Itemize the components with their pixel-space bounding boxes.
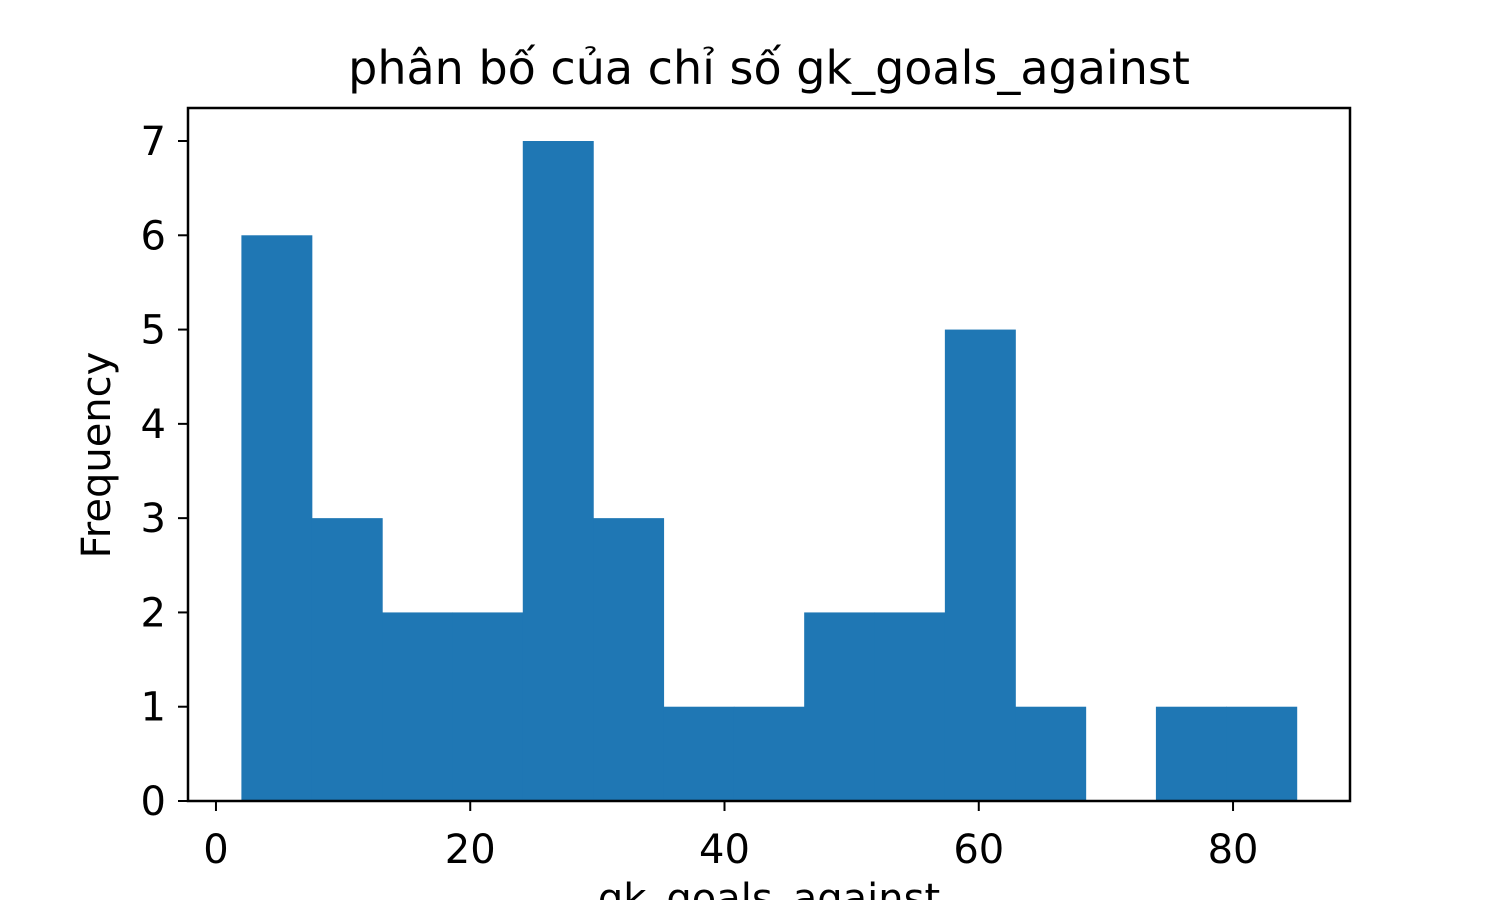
histogram-bar xyxy=(311,518,383,801)
x-tick-label: 40 xyxy=(699,827,750,873)
chart-title: phân bố của chỉ số gk_goals_against xyxy=(348,41,1190,95)
histogram-bar xyxy=(1155,706,1227,801)
y-tick-label: 7 xyxy=(141,119,166,165)
histogram-bar xyxy=(1226,706,1298,801)
histogram-bar xyxy=(663,706,735,801)
bars-group xyxy=(241,141,1298,802)
y-axis-ticks: 0 1 2 3 4 5 6 7 xyxy=(141,119,188,825)
histogram-bar xyxy=(733,706,805,801)
histogram-bar xyxy=(874,612,946,801)
y-tick-label: 5 xyxy=(141,308,166,354)
x-axis-ticks: 0 20 40 60 80 xyxy=(203,801,1258,873)
y-tick-label: 0 xyxy=(141,779,166,825)
histogram-bar xyxy=(241,235,313,802)
x-tick-label: 80 xyxy=(1208,827,1259,873)
x-tick-label: 60 xyxy=(953,827,1004,873)
histogram-bar xyxy=(593,518,665,801)
histogram-bar xyxy=(382,612,454,801)
y-tick-label: 1 xyxy=(141,685,166,731)
y-tick-label: 3 xyxy=(141,496,166,542)
histogram-bar xyxy=(944,329,1016,801)
histogram-bar xyxy=(522,141,594,801)
x-tick-label: 20 xyxy=(445,827,496,873)
x-axis-label: gk_goals_against xyxy=(598,876,940,900)
y-tick-label: 2 xyxy=(141,590,166,636)
y-tick-label: 6 xyxy=(141,213,166,259)
y-tick-label: 4 xyxy=(141,402,166,448)
y-axis-label: Frequency xyxy=(74,352,120,559)
histogram-bar xyxy=(804,612,876,801)
histogram-bar xyxy=(1015,706,1087,801)
plot-frame xyxy=(186,106,1352,803)
histogram-bar xyxy=(452,612,524,801)
x-tick-label: 0 xyxy=(203,827,228,873)
